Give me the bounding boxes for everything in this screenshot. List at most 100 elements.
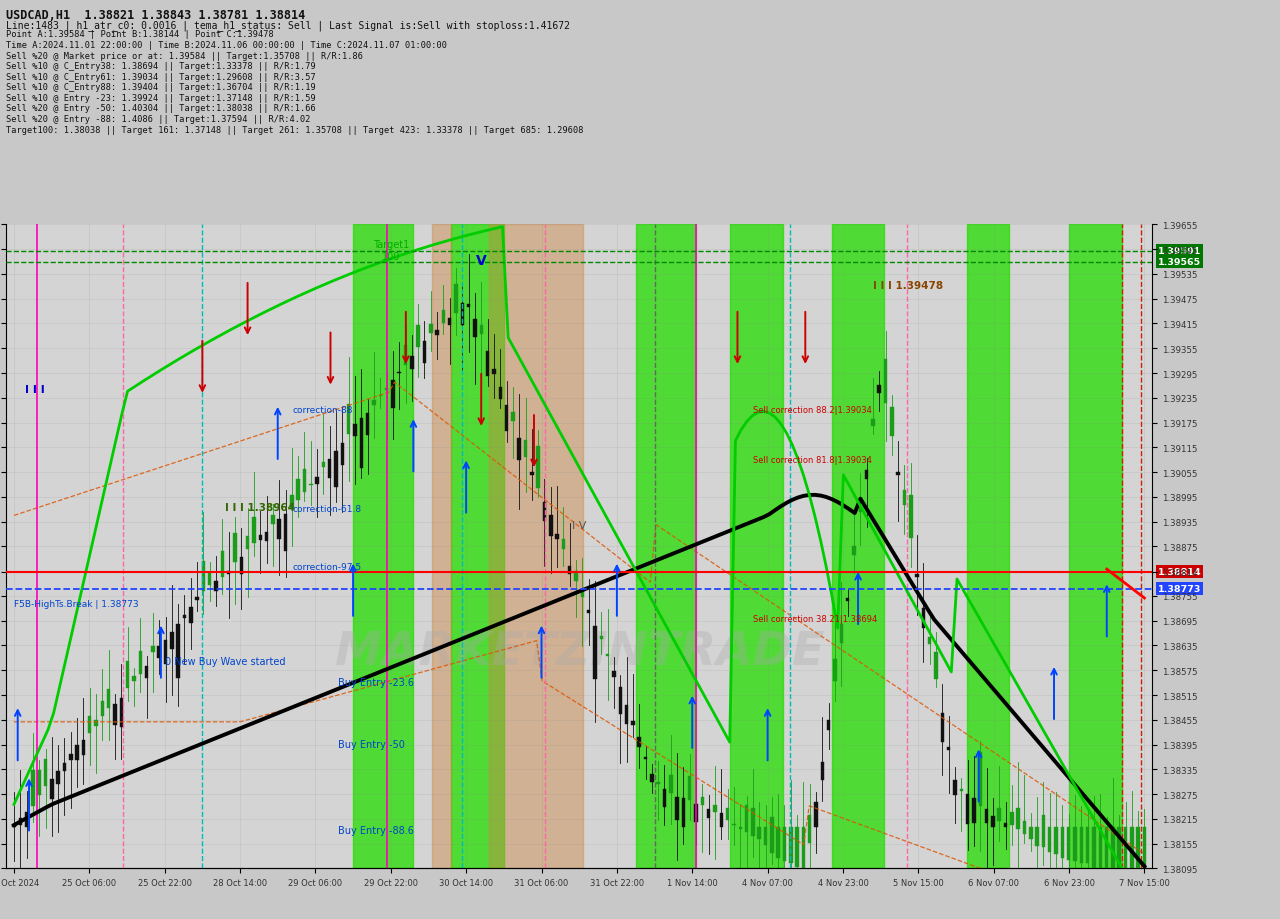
Bar xyxy=(1029,827,1033,839)
Text: I V: I V xyxy=(572,520,586,530)
Bar xyxy=(291,496,293,509)
Bar xyxy=(442,311,445,323)
Bar xyxy=(1023,821,1027,834)
Bar xyxy=(1137,827,1140,903)
Bar xyxy=(934,652,938,679)
Text: Sell %20 @ Entry -50: 1.40304 || Target:1.38038 || R/R:1.66: Sell %20 @ Entry -50: 1.40304 || Target:… xyxy=(6,105,316,113)
Bar xyxy=(745,805,749,833)
Text: F5B-HighTs.Break | 1.38773: F5B-HighTs.Break | 1.38773 xyxy=(14,599,138,608)
Bar xyxy=(726,808,730,820)
Bar xyxy=(461,303,465,325)
Bar xyxy=(451,225,504,868)
Bar xyxy=(788,827,792,863)
Bar xyxy=(1073,827,1076,860)
Text: Sell %20 @ Entry -88: 1.4086 || Target:1.37594 || R/R:4.02: Sell %20 @ Entry -88: 1.4086 || Target:1… xyxy=(6,115,311,124)
Bar xyxy=(315,478,319,485)
Bar xyxy=(636,225,696,868)
Bar xyxy=(801,827,805,871)
Bar xyxy=(783,827,786,861)
Bar xyxy=(1061,827,1064,858)
Bar xyxy=(997,808,1001,821)
Bar xyxy=(562,539,566,550)
Bar xyxy=(220,551,224,577)
Bar xyxy=(233,533,237,562)
Bar xyxy=(865,471,868,480)
Bar xyxy=(410,357,413,369)
Bar xyxy=(308,484,312,486)
Bar xyxy=(1036,827,1039,846)
Text: Sell %10 @ C_Entry88: 1.39404 || Target:1.36704 || R/R:1.19: Sell %10 @ C_Entry88: 1.39404 || Target:… xyxy=(6,83,316,92)
Bar xyxy=(1105,827,1108,878)
Text: Sell %10 @ C_Entry61: 1.39034 || Target:1.29608 || R/R:3.57: Sell %10 @ C_Entry61: 1.39034 || Target:… xyxy=(6,73,316,82)
Bar xyxy=(202,561,205,591)
Bar xyxy=(151,646,155,652)
Bar xyxy=(1130,827,1134,901)
Bar xyxy=(1124,827,1128,894)
Bar xyxy=(334,451,338,487)
Bar xyxy=(663,789,666,807)
Bar xyxy=(669,775,672,793)
Bar xyxy=(403,346,407,366)
Bar xyxy=(422,341,426,364)
Bar xyxy=(88,716,91,733)
Bar xyxy=(157,647,161,659)
Bar xyxy=(37,770,41,795)
Bar xyxy=(941,713,945,743)
Bar xyxy=(13,825,15,827)
Text: Sell correction 81.8|1.39034: Sell correction 81.8|1.39034 xyxy=(753,455,872,464)
Text: 1.38814: 1.38814 xyxy=(1157,567,1201,576)
Bar xyxy=(883,359,887,403)
Bar xyxy=(353,425,357,436)
Bar xyxy=(631,721,635,725)
Bar xyxy=(543,503,547,521)
Bar xyxy=(18,818,22,825)
Text: MARKETZINTRADE: MARKETZINTRADE xyxy=(334,630,824,675)
Bar xyxy=(69,754,73,760)
Bar xyxy=(657,782,660,784)
Text: Sell correction 88.2|1.39034: Sell correction 88.2|1.39034 xyxy=(753,406,872,414)
Bar xyxy=(297,480,300,501)
Text: Sell correction 38.21|1.38694: Sell correction 38.21|1.38694 xyxy=(753,615,877,623)
Bar xyxy=(777,827,780,858)
Bar xyxy=(125,662,129,688)
Bar xyxy=(593,627,596,679)
Bar xyxy=(1092,827,1096,868)
Bar xyxy=(1069,225,1121,868)
Bar xyxy=(719,813,723,827)
Bar xyxy=(1048,827,1051,852)
Bar xyxy=(284,514,287,551)
Bar xyxy=(1085,827,1089,863)
Bar xyxy=(385,389,388,390)
Bar xyxy=(922,608,925,628)
Bar xyxy=(954,780,956,795)
Text: USDCAD,H1  1.38821 1.38843 1.38781 1.38814: USDCAD,H1 1.38821 1.38843 1.38781 1.3881… xyxy=(6,9,306,22)
Bar xyxy=(347,404,351,435)
Bar xyxy=(138,652,142,675)
Bar xyxy=(398,372,401,374)
Bar xyxy=(637,737,641,747)
Bar xyxy=(214,582,218,592)
Bar xyxy=(379,395,381,397)
Bar xyxy=(820,762,824,780)
Bar xyxy=(840,624,844,643)
Bar xyxy=(164,640,168,664)
Bar xyxy=(682,798,685,827)
Text: Buy Entry -50: Buy Entry -50 xyxy=(338,739,404,749)
Bar xyxy=(271,515,275,525)
Bar xyxy=(454,285,458,313)
Bar xyxy=(588,610,590,613)
Bar xyxy=(196,597,198,600)
Bar xyxy=(707,810,710,818)
Text: correction-88: correction-88 xyxy=(293,406,353,414)
Bar xyxy=(859,507,861,513)
Bar xyxy=(433,225,451,868)
Bar xyxy=(618,687,622,714)
Bar xyxy=(530,472,534,475)
Text: Time A:2024.11.01 22:00:00 | Time B:2024.11.06 00:00:00 | Time C:2024.11.07 01:0: Time A:2024.11.01 22:00:00 | Time B:2024… xyxy=(6,40,448,50)
Bar xyxy=(170,632,174,649)
Bar xyxy=(56,771,60,785)
Bar xyxy=(474,320,476,337)
Bar xyxy=(915,574,919,577)
Text: Point A:1.39584 | Point B:1.38144 | Point C:1.39478: Point A:1.39584 | Point B:1.38144 | Poin… xyxy=(6,30,274,40)
Bar xyxy=(416,325,420,347)
